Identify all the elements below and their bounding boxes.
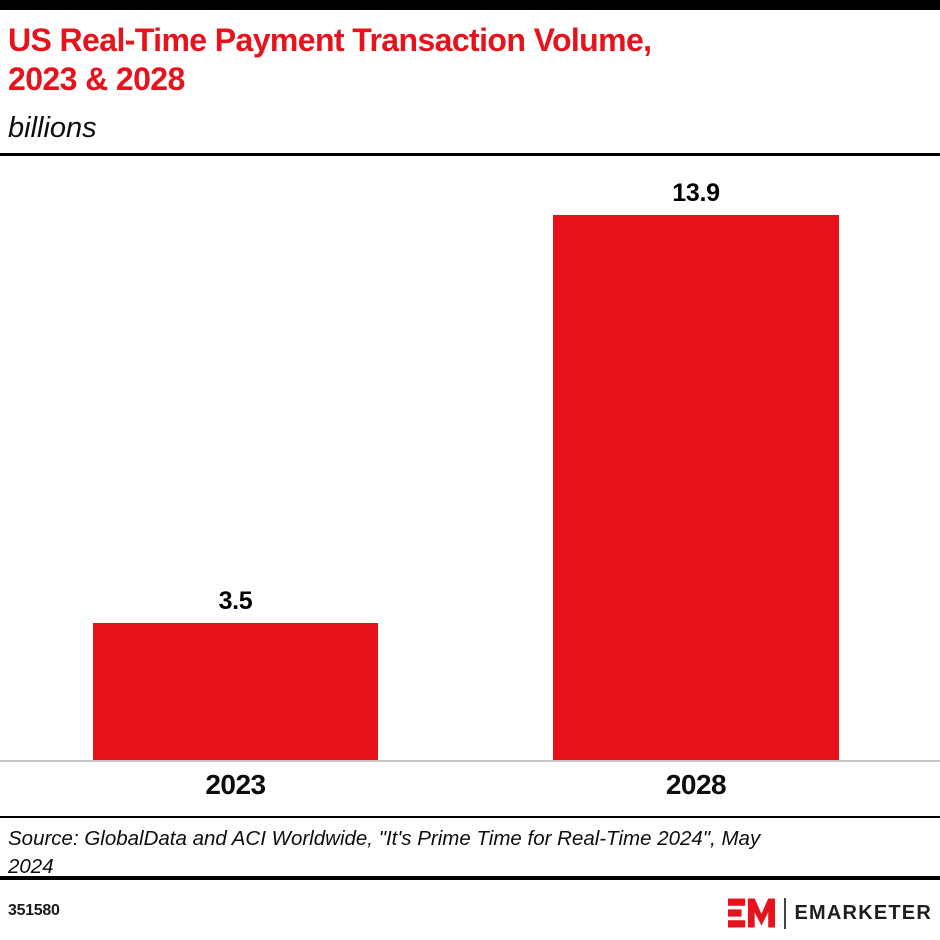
brand-lockup: EMARKETER <box>727 896 932 930</box>
x-axis-baseline <box>0 760 940 762</box>
chart-subtitle: billions <box>8 112 97 144</box>
bar-2028 <box>553 215 839 760</box>
header-divider-line <box>0 153 940 156</box>
top-black-bar <box>0 0 940 10</box>
source-note: Source: GlobalData and ACI Worldwide, "I… <box>8 827 761 878</box>
source-divider-line <box>0 816 940 818</box>
x-axis-label-2028: 2028 <box>665 769 727 800</box>
bar-value-label-2023: 3.5 <box>218 587 253 615</box>
chart-id: 351580 <box>8 902 60 919</box>
bar-group-2023: 3.5 <box>93 587 378 760</box>
chart-header: US Real-Time Payment Transaction Volume,… <box>8 21 932 143</box>
x-axis-labels: 2023 2028 <box>0 769 940 803</box>
bar-value-label-2028: 13.9 <box>672 179 720 207</box>
emarketer-em-logo-icon <box>727 898 775 928</box>
bar-chart-plot-area: 3.5 13.9 <box>0 156 940 762</box>
x-axis-label-2023: 2023 <box>205 769 266 800</box>
chart-title: US Real-Time Payment Transaction Volume,… <box>8 21 932 99</box>
brand-wordmark: EMARKETER <box>794 901 932 924</box>
footer-divider-line <box>0 876 940 880</box>
chart-title-line2: 2023 & 2028 <box>8 61 185 97</box>
bar-2023 <box>93 623 378 760</box>
bar-group-2028: 13.9 <box>553 179 839 760</box>
footer: 351580 EMARKETER <box>0 880 940 940</box>
em-monogram <box>727 898 775 928</box>
chart-title-line1: US Real-Time Payment Transaction Volume, <box>8 22 652 58</box>
brand-separator <box>783 897 786 929</box>
